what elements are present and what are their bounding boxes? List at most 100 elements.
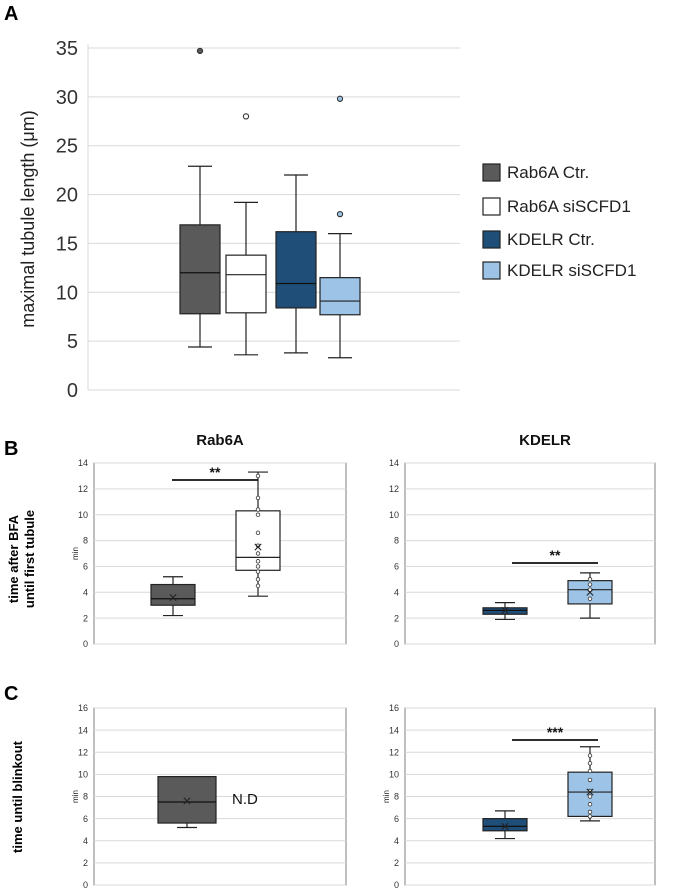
y-tick-label: 2 bbox=[83, 613, 88, 623]
y-tick-label: 4 bbox=[83, 587, 88, 597]
box-kdelr-siscfd1 bbox=[567, 746, 613, 822]
data-point bbox=[587, 802, 593, 807]
legend-swatch bbox=[482, 197, 501, 216]
box-iqr bbox=[150, 583, 196, 606]
annotation-nd: N.D bbox=[232, 791, 258, 808]
data-point bbox=[587, 761, 593, 766]
box-iqr bbox=[179, 224, 221, 315]
legend-item: KDELR Ctr. bbox=[482, 230, 595, 249]
legend-label: Rab6A Ctr. bbox=[507, 163, 589, 182]
box-iqr bbox=[225, 254, 267, 314]
y-tick-label: 0 bbox=[394, 639, 399, 649]
y-tick-label: 0 bbox=[83, 639, 88, 649]
legend-label: KDELR Ctr. bbox=[507, 230, 595, 249]
data-point bbox=[587, 777, 593, 783]
legend-item: Rab6A siSCFD1 bbox=[482, 197, 631, 216]
chart-a: 0 5 10 15 20 25 30 35 maximal tubule length (μm) bbox=[18, 38, 460, 402]
box-kdelr-ctr- bbox=[275, 174, 317, 354]
box-iqr bbox=[275, 231, 317, 309]
legend-label: KDELR siSCFD1 bbox=[507, 261, 636, 280]
box-iqr bbox=[482, 818, 528, 832]
y-tick-label: 0 bbox=[67, 380, 78, 402]
legend-item: Rab6A Ctr. bbox=[482, 163, 589, 182]
y-tick-label: 5 bbox=[67, 331, 78, 353]
panel-label-a: A bbox=[4, 3, 18, 25]
y-tick-label: 14 bbox=[389, 458, 399, 468]
y-tick-label: 4 bbox=[83, 836, 88, 846]
y-tick-label: 10 bbox=[389, 770, 399, 780]
box-iqr bbox=[157, 775, 217, 824]
y-tick-label: 15 bbox=[56, 233, 78, 255]
data-point bbox=[255, 559, 261, 564]
legend-swatch bbox=[482, 261, 501, 280]
chart-b-rab6a: 0 2 4 6 8 10 12 14 min Rab6A ** bbox=[71, 432, 347, 649]
box-kdelr-siscfd1 bbox=[567, 572, 613, 619]
data-point bbox=[255, 512, 261, 517]
y-axis-label: min bbox=[382, 790, 391, 803]
legend-a: Rab6A Ctr. Rab6A siSCFD1 KDELR Ctr. KDELR s… bbox=[482, 163, 636, 280]
box-iqr bbox=[319, 277, 361, 316]
chart-title: Rab6A bbox=[196, 432, 244, 449]
data-point bbox=[255, 564, 261, 569]
panel-label-c: C bbox=[4, 683, 18, 705]
chart-c-kdelr: 0 2 4 6 8 10 12 14 16 min *** bbox=[382, 703, 656, 890]
outlier-point bbox=[336, 210, 344, 218]
box-rab6a-siscfd1 bbox=[225, 113, 267, 356]
data-point bbox=[587, 587, 593, 592]
y-tick-label: 8 bbox=[83, 536, 88, 546]
y-tick-label: 16 bbox=[389, 703, 399, 713]
y-tick-label: 8 bbox=[83, 792, 88, 802]
chart-title: KDELR bbox=[519, 432, 571, 449]
y-tick-label: 14 bbox=[78, 725, 88, 735]
data-point bbox=[587, 809, 593, 815]
y-tick-label: 30 bbox=[56, 87, 78, 109]
data-point bbox=[587, 596, 593, 601]
y-axis-label: min bbox=[71, 790, 80, 803]
significance-label: *** bbox=[547, 724, 564, 740]
box-kdelr-ctr- bbox=[482, 810, 528, 840]
box-rab6a-ctr- bbox=[179, 47, 221, 348]
box-rab6a-ctr- bbox=[157, 775, 217, 829]
mean-marker bbox=[254, 543, 262, 551]
legend-swatch bbox=[482, 163, 501, 182]
y-tick-label: 12 bbox=[78, 747, 88, 757]
y-tick-label: 35 bbox=[56, 38, 78, 60]
box-kdelr-ctr- bbox=[482, 602, 528, 621]
data-point bbox=[255, 577, 261, 582]
data-point bbox=[255, 507, 261, 512]
y-tick-label: 6 bbox=[394, 562, 399, 572]
y-tick-label: 10 bbox=[56, 282, 78, 304]
mean-marker bbox=[501, 606, 509, 614]
y-tick-label: 0 bbox=[394, 880, 399, 890]
y-tick-label: 2 bbox=[83, 858, 88, 868]
data-point bbox=[255, 473, 261, 479]
data-point bbox=[587, 577, 593, 582]
legend-swatch bbox=[482, 230, 501, 249]
y-tick-label: 8 bbox=[394, 792, 399, 802]
mean-marker bbox=[169, 593, 177, 602]
outlier-point bbox=[196, 47, 204, 55]
y-tick-label: 2 bbox=[394, 858, 399, 868]
data-point bbox=[587, 794, 593, 799]
data-point bbox=[587, 814, 593, 819]
y-tick-label: 25 bbox=[56, 136, 78, 158]
y-tick-label: 16 bbox=[78, 703, 88, 713]
data-point bbox=[255, 495, 261, 501]
data-point bbox=[255, 569, 261, 574]
y-tick-label: 10 bbox=[78, 770, 88, 780]
y-tick-label: 4 bbox=[394, 587, 399, 597]
y-tick-label: 12 bbox=[78, 484, 88, 494]
y-tick-label: 4 bbox=[394, 836, 399, 846]
y-tick-label: 12 bbox=[389, 747, 399, 757]
row-label-b-line1: time after BFA bbox=[6, 514, 21, 603]
box-rab6a-siscfd1 bbox=[235, 471, 281, 597]
outlier-point bbox=[336, 95, 344, 102]
plot-frame bbox=[404, 462, 656, 645]
y-tick-label: 8 bbox=[394, 536, 399, 546]
row-label-c: time until blinkout bbox=[10, 740, 25, 853]
data-point bbox=[255, 583, 261, 589]
data-point bbox=[587, 753, 593, 758]
y-tick-label: 14 bbox=[389, 725, 399, 735]
row-label-b-line2: until first tubule bbox=[22, 510, 37, 608]
